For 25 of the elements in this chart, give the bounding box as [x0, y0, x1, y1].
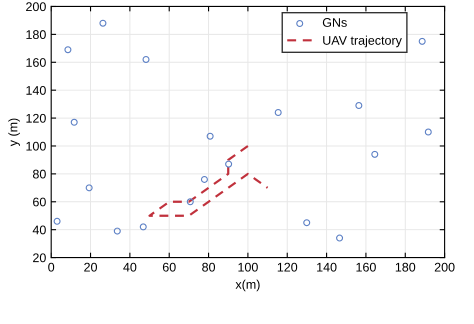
x-tick-label: 200 — [434, 262, 455, 272]
y-axis-title: y (m) — [8, 118, 20, 146]
x-tick-label: 20 — [84, 262, 97, 272]
x-tick-label: 100 — [238, 262, 258, 272]
y-tick-label: 120 — [26, 114, 46, 123]
x-tick-label: 80 — [202, 262, 216, 272]
y-tick-label: 100 — [26, 142, 46, 151]
x-tick-label: 180 — [396, 262, 416, 272]
y-tick-label: 60 — [33, 198, 46, 206]
x-tick-label: 140 — [317, 262, 337, 272]
y-tick-label: 180 — [26, 30, 46, 40]
legend-label: GNs — [322, 18, 347, 27]
y-tick-label: 200 — [26, 2, 46, 12]
y-tick-label: 80 — [32, 170, 46, 179]
x-tick-label: 40 — [123, 262, 136, 272]
legend-label: UAV trajectory — [323, 36, 402, 48]
y-tick-label: 160 — [26, 58, 46, 67]
x-tick-label: 0 — [48, 262, 54, 272]
x-tick-label: 160 — [356, 262, 376, 272]
x-tick-label: 60 — [162, 262, 176, 272]
x-tick-label: 120 — [278, 262, 298, 272]
y-tick-label: 20 — [33, 253, 46, 262]
y-tick-label: 140 — [26, 86, 46, 95]
y-tick-label: 40 — [32, 225, 46, 234]
x-axis-title: x(m) — [236, 280, 260, 292]
